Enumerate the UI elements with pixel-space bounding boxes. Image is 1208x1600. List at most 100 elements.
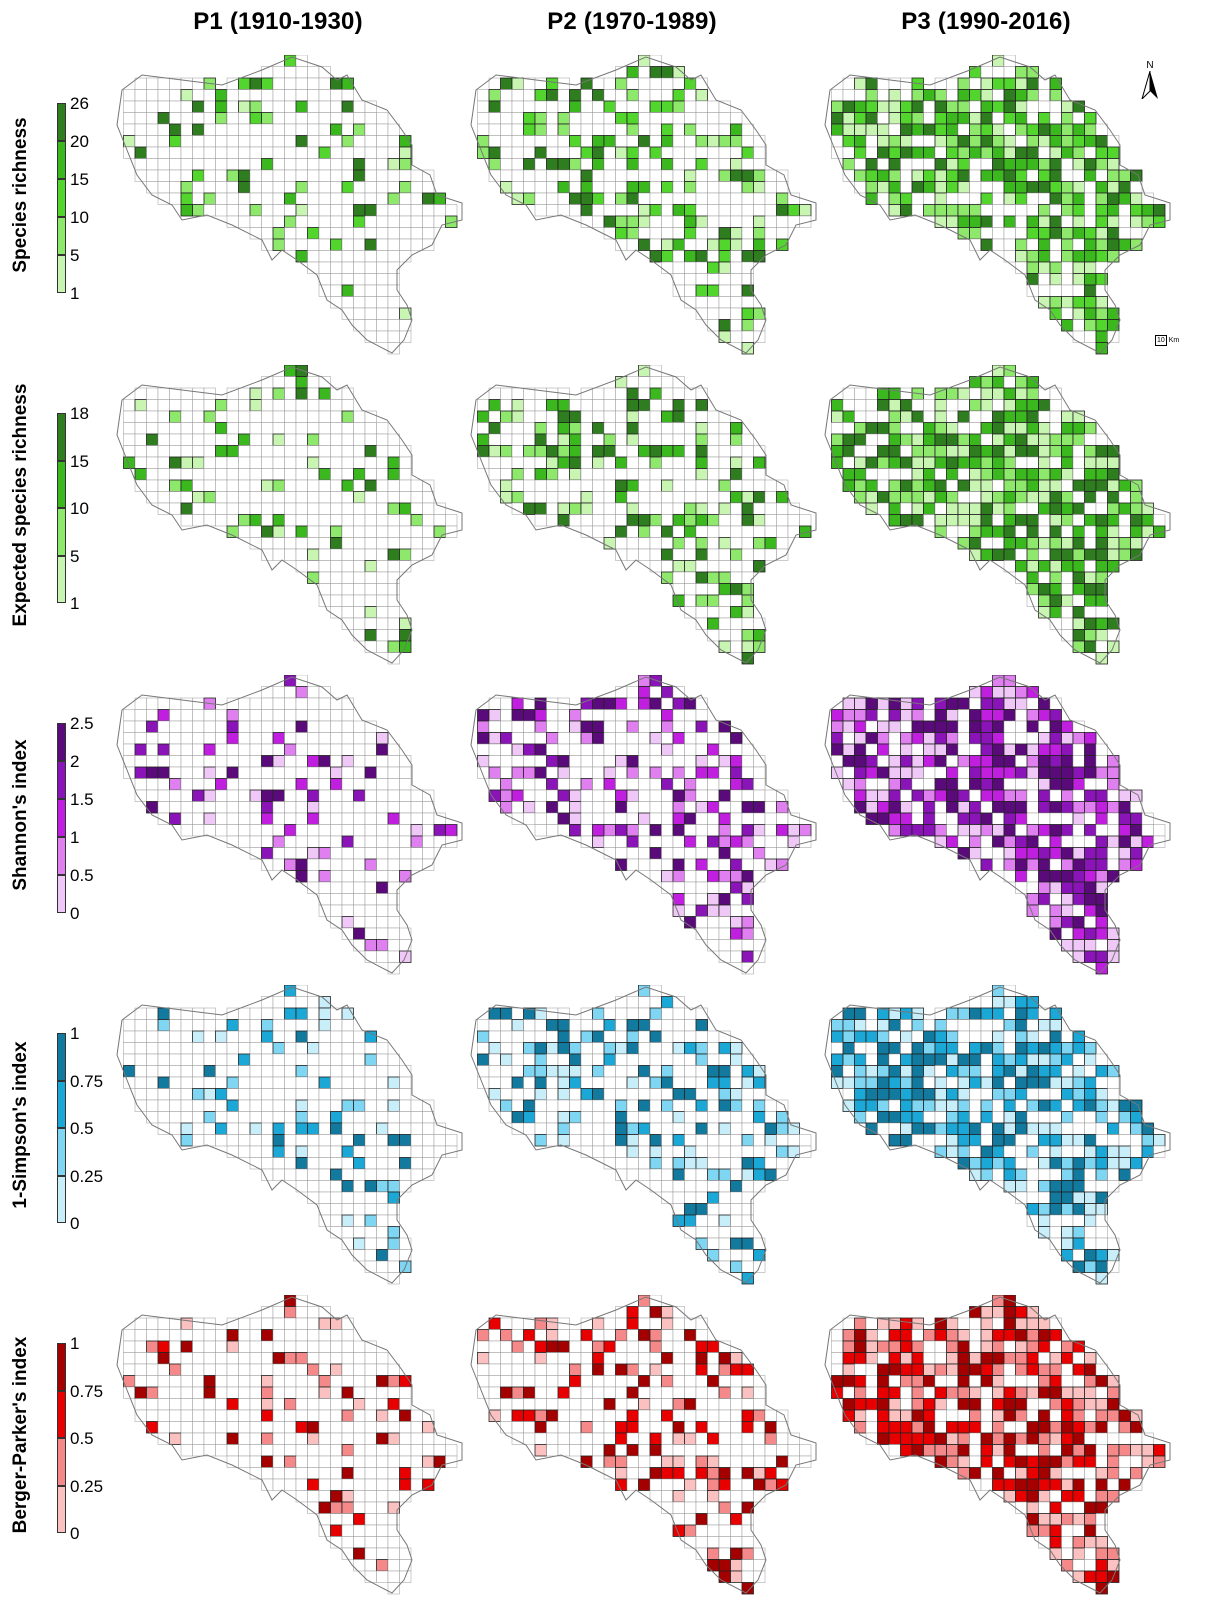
grid-cell bbox=[1003, 491, 1016, 504]
grid-cell bbox=[684, 1180, 697, 1193]
grid-cell bbox=[707, 422, 720, 435]
grid-cell bbox=[261, 1145, 274, 1158]
grid-cell bbox=[1084, 594, 1097, 607]
grid-cell bbox=[557, 181, 570, 194]
grid-cell bbox=[318, 1007, 331, 1020]
grid-cell bbox=[546, 766, 559, 779]
grid-cell bbox=[888, 192, 901, 205]
legend-tick-label: 0.5 bbox=[70, 1429, 94, 1448]
grid-cell bbox=[1072, 181, 1085, 194]
grid-cell bbox=[764, 479, 777, 492]
grid-cell bbox=[134, 1329, 147, 1342]
grid-cell bbox=[284, 1007, 297, 1020]
grid-cell bbox=[741, 1076, 754, 1089]
grid-cell bbox=[753, 1122, 766, 1135]
grid-cell bbox=[842, 433, 855, 446]
grid-cell bbox=[1003, 215, 1016, 228]
grid-cell bbox=[626, 548, 639, 561]
grid-cell bbox=[753, 250, 766, 263]
grid-cell bbox=[888, 1065, 901, 1078]
grid-cell bbox=[307, 169, 320, 182]
grid-cell bbox=[1061, 1237, 1074, 1250]
grid-cell bbox=[318, 697, 331, 710]
grid-cell bbox=[215, 720, 228, 733]
grid-cell bbox=[1026, 502, 1039, 515]
grid-cell bbox=[192, 778, 205, 791]
grid-cell bbox=[923, 755, 936, 768]
grid-cell bbox=[626, 824, 639, 837]
grid-cell bbox=[684, 123, 697, 136]
grid-cell bbox=[969, 743, 982, 756]
grid-cell bbox=[1038, 904, 1051, 917]
grid-cell bbox=[261, 755, 274, 768]
grid-cell bbox=[261, 1065, 274, 1078]
grid-cell bbox=[546, 433, 559, 446]
grid-cell bbox=[203, 100, 216, 113]
grid-cell bbox=[169, 445, 182, 458]
grid-cell bbox=[295, 445, 308, 458]
grid-cell bbox=[341, 916, 354, 929]
grid-cell bbox=[730, 135, 743, 148]
grid-cell bbox=[865, 146, 878, 159]
grid-cell bbox=[272, 1168, 285, 1181]
grid-cell bbox=[307, 1065, 320, 1078]
grid-cell bbox=[1003, 709, 1016, 722]
grid-cell bbox=[1015, 112, 1028, 125]
grid-cell bbox=[911, 732, 924, 745]
grid-cell bbox=[969, 537, 982, 550]
grid-cell bbox=[661, 468, 674, 481]
grid-cell bbox=[238, 1042, 251, 1055]
grid-cell bbox=[180, 146, 193, 159]
grid-cell bbox=[295, 697, 308, 710]
grid-cell bbox=[741, 1237, 754, 1250]
grid-cell bbox=[511, 422, 524, 435]
grid-cell bbox=[969, 1076, 982, 1089]
grid-cell bbox=[215, 410, 228, 423]
grid-cell bbox=[341, 1168, 354, 1181]
grid-cell bbox=[203, 1019, 216, 1032]
grid-cell bbox=[730, 307, 743, 320]
grid-cell bbox=[1015, 824, 1028, 837]
grid-cell bbox=[638, 112, 651, 125]
grid-cell bbox=[730, 1099, 743, 1112]
grid-cell bbox=[718, 181, 731, 194]
grid-cell bbox=[180, 1398, 193, 1411]
grid-cell bbox=[980, 789, 993, 802]
grid-cell bbox=[376, 858, 389, 871]
grid-cell bbox=[695, 858, 708, 871]
grid-cell bbox=[192, 709, 205, 722]
grid-cell bbox=[295, 778, 308, 791]
grid-cell bbox=[592, 812, 605, 825]
grid-cell bbox=[1015, 732, 1028, 745]
grid-cell bbox=[730, 1180, 743, 1193]
grid-cell bbox=[318, 1329, 331, 1342]
grid-cell bbox=[488, 135, 501, 148]
grid-cell bbox=[615, 697, 628, 710]
grid-cell bbox=[707, 1111, 720, 1124]
grid-cell bbox=[854, 387, 867, 400]
grid-cell bbox=[1038, 238, 1051, 251]
grid-cell bbox=[672, 445, 685, 458]
grid-cell bbox=[488, 732, 501, 745]
grid-cell bbox=[799, 514, 812, 527]
grid-cell bbox=[272, 1134, 285, 1147]
grid-cell bbox=[364, 1134, 377, 1147]
grid-cell bbox=[592, 709, 605, 722]
grid-cell bbox=[603, 169, 616, 182]
grid-cell bbox=[626, 215, 639, 228]
grid-cell bbox=[923, 1065, 936, 1078]
grid-cell bbox=[1061, 296, 1074, 309]
grid-cell bbox=[1049, 548, 1062, 561]
grid-cell bbox=[877, 158, 890, 171]
grid-cell bbox=[146, 1019, 159, 1032]
grid-cell bbox=[707, 583, 720, 596]
grid-cell bbox=[695, 766, 708, 779]
grid-cell bbox=[180, 720, 193, 733]
grid-cell bbox=[730, 640, 743, 653]
grid-cell bbox=[192, 1352, 205, 1365]
grid-cell bbox=[226, 491, 239, 504]
grid-cell bbox=[318, 181, 331, 194]
grid-cell bbox=[169, 1088, 182, 1101]
grid-cell bbox=[980, 1111, 993, 1124]
grid-cell bbox=[592, 778, 605, 791]
